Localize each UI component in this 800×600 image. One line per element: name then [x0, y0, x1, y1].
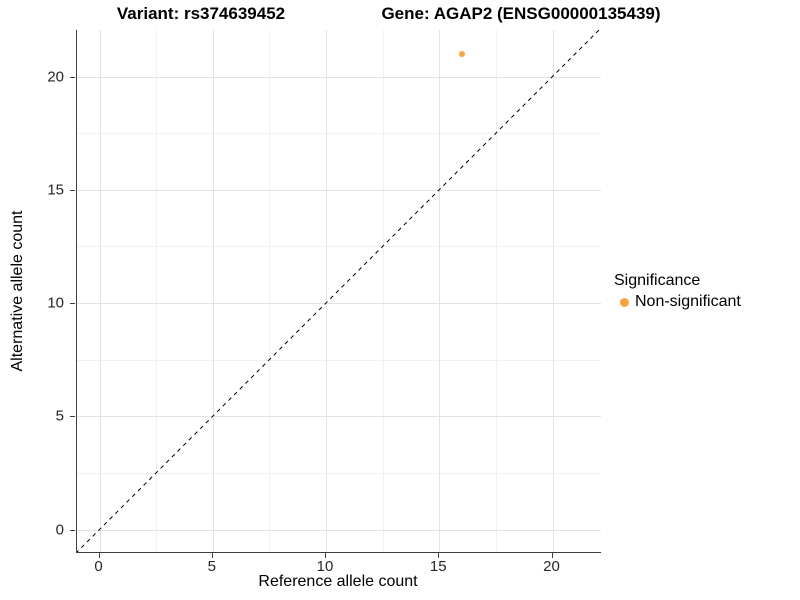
- y-gridline-major: [77, 189, 601, 191]
- x-gridline-minor: [495, 30, 497, 552]
- x-tick-mark: [211, 553, 213, 558]
- y-tick-mark: [70, 303, 75, 304]
- legend-items: Non-significant: [614, 292, 741, 312]
- y-axis-title: Alternative allele count: [9, 210, 26, 372]
- y-tick-label: 5: [55, 407, 64, 425]
- y-gridline-major: [77, 416, 601, 418]
- x-tick-label: 15: [429, 558, 447, 575]
- x-tick-mark: [325, 553, 326, 558]
- x-tick-mark: [551, 553, 553, 558]
- plot-title-gene: Gene: AGAP2 (ENSG00000135439): [381, 4, 661, 23]
- identity-dashed-line: [77, 30, 600, 552]
- y-gridline-minor: [77, 246, 601, 248]
- x-tick-label: 10: [316, 558, 334, 575]
- y-tick-label: 20: [47, 68, 64, 85]
- y-tick-mark: [70, 76, 75, 78]
- x-gridline-major: [326, 30, 327, 552]
- y-tick-label: 0: [55, 521, 64, 538]
- y-tick-mark: [70, 189, 75, 191]
- y-gridline-major: [77, 529, 601, 531]
- x-tick-mark: [438, 553, 440, 558]
- y-gridline-major: [77, 303, 601, 304]
- y-gridline-minor: [77, 472, 601, 474]
- legend-item: Non-significant: [614, 292, 741, 312]
- x-gridline-minor: [269, 30, 271, 552]
- x-gridline-minor: [156, 30, 158, 552]
- y-gridline-major: [77, 76, 601, 78]
- legend-key-dot: [620, 297, 629, 307]
- x-gridline-major: [212, 30, 214, 552]
- x-tick-label: 20: [543, 558, 560, 575]
- y-tick-mark: [70, 416, 75, 418]
- legend-title: Significance: [614, 272, 701, 289]
- x-tick-label: 0: [94, 558, 103, 575]
- legend-item-label: Non-significant: [635, 293, 741, 310]
- y-tick-label: 10: [47, 294, 64, 312]
- x-tick-mark: [98, 553, 100, 558]
- y-gridline-minor: [77, 359, 601, 361]
- legend: Significance Non-significant: [614, 272, 741, 312]
- x-axis-title: Reference allele count: [258, 573, 418, 590]
- plot-panel: [76, 30, 601, 553]
- scatter-point: [458, 50, 465, 57]
- y-gridline-minor: [77, 133, 601, 135]
- x-gridline-minor: [382, 30, 384, 552]
- x-gridline-major: [99, 30, 101, 552]
- x-gridline-major: [439, 30, 441, 552]
- y-tick-label: 15: [47, 181, 64, 199]
- plot-title-variant: Variant: rs374639452: [116, 4, 286, 23]
- y-tick-mark: [70, 529, 75, 531]
- x-tick-label: 5: [207, 558, 216, 575]
- x-gridline-major: [552, 30, 554, 552]
